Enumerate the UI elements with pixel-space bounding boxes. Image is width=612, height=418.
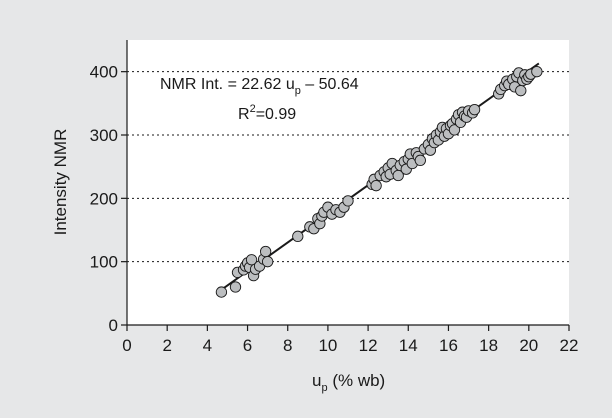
data-point (215, 286, 228, 298)
y-axis-title: Intensity NMR (51, 129, 70, 236)
x-axis-title: up (% wb) (312, 371, 385, 394)
data-point (531, 66, 543, 78)
equation-annotation: NMR Int. = 22.62 up – 50.64 (160, 76, 359, 97)
x-tick-label: 6 (243, 336, 252, 355)
x-tick-label: 8 (283, 336, 292, 355)
x-tick-label: 4 (203, 336, 212, 355)
data-point (342, 195, 354, 207)
data-point (229, 281, 242, 293)
data-point (448, 124, 461, 136)
y-tick-label: 300 (90, 126, 118, 145)
y-tick-label: 200 (90, 189, 118, 208)
data-point (259, 245, 272, 258)
data-point (515, 85, 527, 97)
axes (126, 40, 569, 326)
y-tick-label: 400 (90, 63, 118, 82)
data-point (370, 180, 382, 192)
x-ticks: 0 2 4 6 8 10 12 14 16 18 20 22 (122, 325, 578, 355)
y-tick-label: 100 (90, 253, 118, 272)
y-ticks: 0 100 200 300 400 (90, 63, 127, 335)
x-tick-label: 12 (359, 336, 378, 355)
x-tick-label: 16 (439, 336, 458, 355)
data-point (468, 104, 481, 116)
data-point (261, 256, 274, 268)
r-squared-annotation: R2=0.99 (238, 103, 296, 123)
data-points (215, 66, 543, 298)
x-tick-label: 14 (399, 336, 418, 355)
x-tick-label: 20 (519, 336, 538, 355)
x-tick-label: 10 (318, 336, 337, 355)
x-tick-label: 2 (162, 336, 171, 355)
data-point (414, 154, 426, 166)
y-tick-label: 0 (109, 316, 118, 335)
x-tick-label: 18 (479, 336, 498, 355)
data-point (245, 254, 258, 266)
x-tick-label: 0 (122, 336, 131, 355)
x-tick-label: 22 (560, 336, 579, 355)
data-point (292, 230, 304, 242)
plot-area (127, 40, 569, 325)
